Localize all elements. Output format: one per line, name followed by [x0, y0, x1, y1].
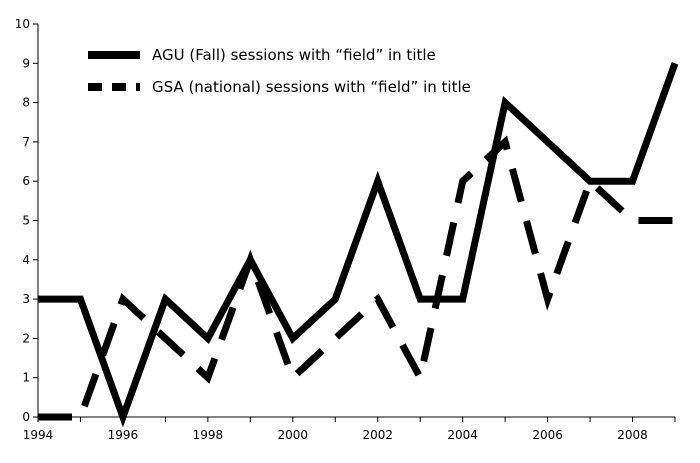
y-axis: 0 1 2 3 4 5 6 7 8 9 10	[15, 17, 39, 424]
legend: AGU (Fall) sessions with “field” in titl…	[88, 46, 471, 96]
y-tick-label: 1	[22, 371, 30, 385]
x-axis: 1994 1996 1998 2000 2002 2004 2006 2008	[23, 416, 676, 442]
x-tick-label: 2006	[532, 428, 563, 442]
y-tick-label: 8	[22, 96, 30, 110]
x-tick-label: 2008	[617, 428, 648, 442]
x-tick-label: 1998	[193, 428, 224, 442]
x-tick-label: 2004	[447, 428, 478, 442]
x-tick-label: 1994	[23, 428, 54, 442]
x-tick-label: 2000	[278, 428, 309, 442]
x-tick-label: 1996	[108, 428, 139, 442]
series-line-agu	[38, 62, 679, 428]
y-tick-label: 0	[22, 410, 30, 424]
series-layer	[38, 62, 679, 428]
y-tick-label: 2	[22, 331, 30, 345]
legend-label-agu: AGU (Fall) sessions with “field” in titl…	[152, 46, 436, 64]
y-tick-label: 10	[15, 17, 30, 31]
y-tick-label: 4	[22, 253, 30, 267]
series-line-gsa	[38, 135, 675, 421]
x-tick-label: 2002	[362, 428, 393, 442]
y-tick-label: 6	[22, 174, 30, 188]
y-tick-label: 7	[22, 135, 30, 149]
legend-label-gsa: GSA (national) sessions with “field” in …	[152, 78, 471, 96]
y-tick-label: 5	[22, 214, 30, 228]
y-tick-label: 9	[22, 56, 30, 70]
y-tick-label: 3	[22, 292, 30, 306]
